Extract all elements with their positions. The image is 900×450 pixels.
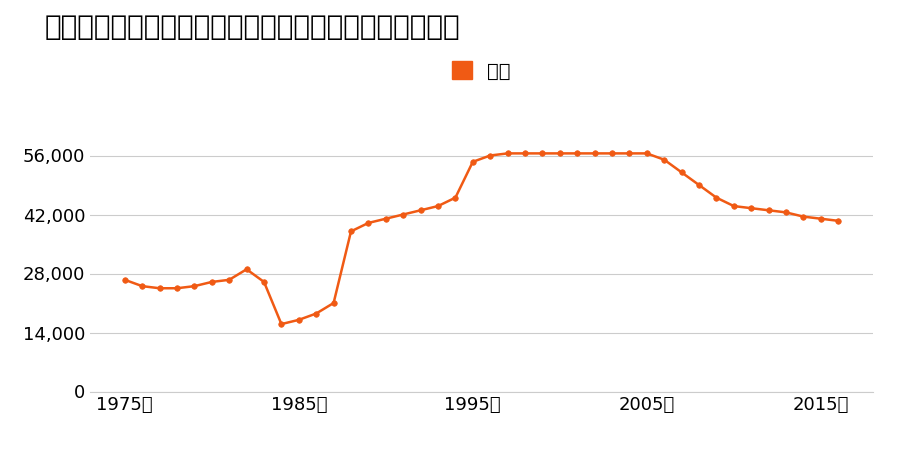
Legend: 価格: 価格: [452, 61, 511, 81]
Text: 大分県大分市大字古国府字カモ田１７２番４の地価推移: 大分県大分市大字古国府字カモ田１７２番４の地価推移: [45, 14, 461, 41]
